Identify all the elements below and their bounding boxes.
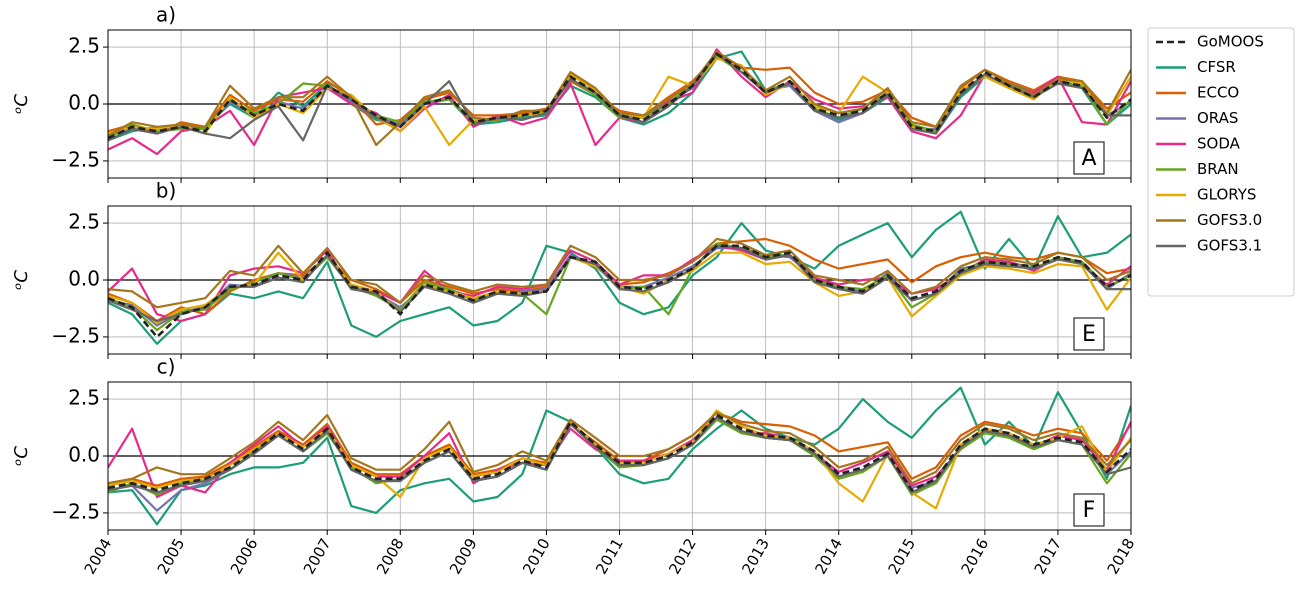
series-line bbox=[108, 52, 1131, 140]
panel-label: A bbox=[1081, 146, 1096, 171]
panel-label: E bbox=[1082, 322, 1096, 347]
y-axis-label: ᵒC bbox=[11, 446, 32, 466]
x-tick-label: 2017 bbox=[1031, 535, 1066, 577]
legend-label: GOFS3.1 bbox=[1197, 237, 1262, 255]
panel-label-box bbox=[1073, 141, 1105, 175]
axes-frame bbox=[107, 381, 1132, 531]
x-tick-label: 2011 bbox=[592, 535, 627, 577]
x-tick-label: 2010 bbox=[519, 535, 554, 577]
series-line bbox=[108, 50, 1131, 147]
x-tick-label: 2014 bbox=[811, 535, 846, 577]
y-tick-label: 0.0 bbox=[68, 443, 100, 467]
series-line bbox=[108, 244, 1131, 323]
y-tick-label: −2.5 bbox=[51, 323, 100, 347]
x-tick-label: 2004 bbox=[81, 535, 116, 577]
x-tick-label: 2006 bbox=[227, 535, 262, 577]
legend-label: ECCO bbox=[1197, 84, 1239, 102]
x-tick-label: 2009 bbox=[446, 535, 481, 577]
panel-title: b) bbox=[156, 179, 177, 203]
legend-label: CFSR bbox=[1197, 58, 1236, 76]
y-tick-label: −2.5 bbox=[51, 147, 100, 171]
series-line bbox=[108, 210, 1131, 345]
y-tick-label: 2.5 bbox=[68, 386, 100, 410]
legend-label: GoMOOS bbox=[1197, 33, 1264, 51]
x-tick-label: 2012 bbox=[665, 535, 700, 577]
plot-lines bbox=[108, 48, 1131, 156]
panel-label-box bbox=[1073, 317, 1105, 351]
axes-frame bbox=[107, 205, 1132, 355]
series-line bbox=[108, 244, 1131, 339]
series-line bbox=[108, 411, 1131, 485]
plot-lines bbox=[108, 210, 1131, 345]
y-tick-label: 0.0 bbox=[68, 267, 100, 291]
legend-label: BRAN bbox=[1197, 160, 1239, 178]
legend-label: SODA bbox=[1197, 135, 1241, 153]
x-tick-label: 2016 bbox=[958, 535, 993, 577]
series-line bbox=[108, 52, 1131, 142]
legend-label: GLORYS bbox=[1197, 186, 1256, 204]
x-tick-label: 2007 bbox=[300, 535, 335, 577]
y-axis-label: ᵒC bbox=[11, 270, 32, 290]
x-tick-label: 2018 bbox=[1104, 535, 1139, 577]
x-tick-label: 2008 bbox=[373, 535, 408, 577]
x-tick-label: 2005 bbox=[154, 535, 189, 577]
panel-title: c) bbox=[157, 355, 176, 379]
series-line bbox=[108, 386, 1131, 526]
x-tick-label: 2015 bbox=[884, 535, 919, 577]
panel-label: F bbox=[1083, 498, 1096, 523]
y-tick-label: −2.5 bbox=[51, 499, 100, 523]
legend-label: GOFS3.0 bbox=[1197, 211, 1262, 229]
panel-label-box bbox=[1073, 493, 1105, 527]
panel-title: a) bbox=[156, 3, 176, 27]
series-line bbox=[108, 413, 1131, 492]
x-tick-label: 2013 bbox=[738, 535, 773, 577]
y-tick-label: 2.5 bbox=[68, 210, 100, 234]
y-axis-label: ᵒC bbox=[11, 94, 32, 114]
series-line bbox=[108, 416, 1131, 494]
legend-label: ORAS bbox=[1197, 109, 1238, 127]
y-tick-label: 2.5 bbox=[68, 34, 100, 58]
axes-frame bbox=[107, 29, 1132, 179]
y-tick-label: 0.0 bbox=[68, 91, 100, 115]
legend-box bbox=[1147, 27, 1295, 297]
plot-lines bbox=[108, 386, 1131, 526]
series-line bbox=[108, 237, 1131, 309]
